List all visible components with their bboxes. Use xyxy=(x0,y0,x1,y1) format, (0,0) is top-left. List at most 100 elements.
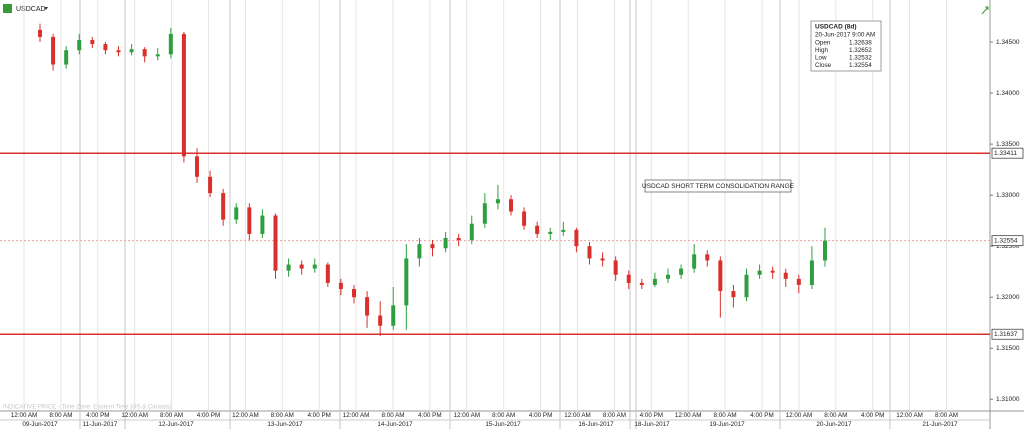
last-price-box xyxy=(991,235,1024,247)
candle-body xyxy=(770,270,775,273)
y-tick-label: 1.31500 xyxy=(996,345,1020,352)
candle-body xyxy=(391,305,396,326)
time-label: 12:00 AM xyxy=(11,412,38,419)
info-value: 1.32638 xyxy=(849,40,872,47)
candle-body xyxy=(404,258,409,306)
time-label: 12:00 AM xyxy=(896,412,923,419)
time-label: 12:00 AM xyxy=(343,412,370,419)
candle-body xyxy=(613,260,618,275)
candle-body xyxy=(783,272,788,279)
info-key: Open xyxy=(815,40,831,47)
info-value: 1.32532 xyxy=(849,55,872,62)
candle-body xyxy=(430,244,435,249)
candle-body xyxy=(325,264,330,283)
date-label: 18-Jun-2017 xyxy=(634,421,670,428)
candle-body xyxy=(260,215,265,234)
y-tick-label: 1.34500 xyxy=(996,39,1020,46)
info-datetime: 20-Jun-2017 9:00 AM xyxy=(815,32,875,39)
info-key: Close xyxy=(815,62,832,69)
time-label: 8:00 AM xyxy=(492,412,515,419)
time-label: 4:00 PM xyxy=(529,412,552,419)
time-label: 8:00 AM xyxy=(271,412,294,419)
date-label: 13-Jun-2017 xyxy=(267,421,303,428)
candle-body xyxy=(299,264,304,269)
time-label: 4:00 PM xyxy=(197,412,220,419)
time-label: 4:00 PM xyxy=(640,412,663,419)
candle-body xyxy=(90,40,95,45)
date-label: 21-Jun-2017 xyxy=(922,421,958,428)
candle-body xyxy=(522,211,527,226)
candle-body xyxy=(129,49,134,53)
candle-body xyxy=(365,297,370,316)
annotation: USDCAD SHORT TERM CONSOLIDATION RANGE xyxy=(642,183,795,190)
candle-body xyxy=(312,264,317,269)
candle-body xyxy=(142,49,147,57)
symbol[interactable]: USDCAD xyxy=(16,6,46,13)
level-label-box xyxy=(991,328,1024,340)
candle-body xyxy=(103,44,108,51)
date-label: 20-Jun-2017 xyxy=(816,421,852,428)
time-label: 12:00 AM xyxy=(232,412,259,419)
date-label: 16-Jun-2017 xyxy=(578,421,614,428)
expand-icon[interactable] xyxy=(981,6,989,15)
y-tick-label: 1.34000 xyxy=(996,90,1020,97)
level-label-box xyxy=(991,147,1024,159)
annotation-box xyxy=(644,179,792,193)
time-label: 12:00 AM xyxy=(786,412,813,419)
time-label: 8:00 AM xyxy=(49,412,72,419)
candle-body xyxy=(639,282,644,285)
candle-body xyxy=(338,282,343,290)
time-label: 8:00 AM xyxy=(935,412,958,419)
time-label: 12:00 AM xyxy=(453,412,480,419)
candle-body xyxy=(417,244,422,259)
y-tick-label: 1.32000 xyxy=(996,294,1020,301)
candle-body xyxy=(286,264,291,271)
symbol-icon xyxy=(3,4,12,13)
candle-body xyxy=(168,33,173,55)
y-tick-label: 1.32500 xyxy=(996,243,1020,250)
candle-body xyxy=(378,315,383,326)
candle-body xyxy=(221,193,226,220)
y-tick-label: 1.33500 xyxy=(996,141,1020,148)
candle-body xyxy=(744,274,749,298)
candle-body xyxy=(731,291,736,298)
info-key: High xyxy=(815,47,828,54)
candle-body xyxy=(234,207,239,220)
time-label: 12:00 AM xyxy=(675,412,702,419)
candle-body xyxy=(757,270,762,275)
symbol-dropdown[interactable] xyxy=(44,7,48,10)
time-label: 8:00 AM xyxy=(160,412,183,419)
candle-body xyxy=(509,199,513,212)
candle-body xyxy=(456,238,461,241)
date-label: 11-Jun-2017 xyxy=(83,421,118,428)
candle-body xyxy=(718,260,723,292)
candle-body xyxy=(482,203,487,224)
candle-body xyxy=(64,50,69,65)
candle-body xyxy=(535,225,540,234)
y-tick-label: 1.31000 xyxy=(996,396,1020,403)
time-label: 4:00 PM xyxy=(307,412,330,419)
info-value: 1.32652 xyxy=(849,47,872,54)
time-label: 8:00 AM xyxy=(603,412,626,419)
info-value: 1.32554 xyxy=(849,62,872,69)
candle-body xyxy=(626,274,631,283)
date-label: 15-Jun-2017 xyxy=(485,421,521,428)
last-price-label: 1.32554 xyxy=(994,237,1018,244)
time-label: 8:00 AM xyxy=(824,412,847,419)
candle-body xyxy=(652,278,657,285)
candle-body xyxy=(38,29,42,37)
candle-body xyxy=(548,231,553,234)
candle-body xyxy=(247,207,252,234)
time-label: 4:00 PM xyxy=(750,412,773,419)
date-label: 09-Jun-2017 xyxy=(22,421,58,428)
level-label: 1.33411 xyxy=(994,150,1017,157)
candle-body xyxy=(469,223,474,241)
candle-body xyxy=(352,289,356,298)
candle-body xyxy=(705,254,710,261)
candle-body xyxy=(666,274,670,279)
footer: INDICATIVE PRICE - Time Zone: Eastern Ti… xyxy=(3,405,171,411)
candle-body xyxy=(561,229,566,232)
candle-body xyxy=(574,229,579,247)
candle-body xyxy=(823,240,827,261)
